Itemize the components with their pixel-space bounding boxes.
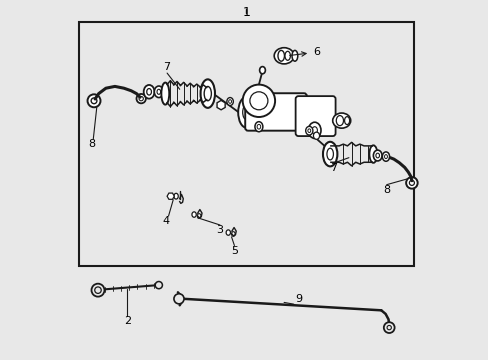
Ellipse shape xyxy=(225,230,230,235)
Ellipse shape xyxy=(197,213,201,218)
Circle shape xyxy=(383,322,394,333)
Ellipse shape xyxy=(254,122,263,132)
Ellipse shape xyxy=(242,105,249,120)
Text: 5: 5 xyxy=(230,246,238,256)
Text: 4: 4 xyxy=(163,216,170,226)
Text: 7: 7 xyxy=(329,163,337,173)
Circle shape xyxy=(91,98,97,104)
Ellipse shape xyxy=(154,86,163,98)
Ellipse shape xyxy=(313,132,319,139)
Text: 8: 8 xyxy=(383,185,389,195)
Circle shape xyxy=(136,94,145,103)
Ellipse shape xyxy=(285,51,290,60)
Circle shape xyxy=(242,85,275,117)
Ellipse shape xyxy=(238,97,254,128)
Ellipse shape xyxy=(332,113,350,128)
Ellipse shape xyxy=(308,122,320,138)
Circle shape xyxy=(91,284,104,297)
Ellipse shape xyxy=(305,126,312,135)
FancyBboxPatch shape xyxy=(244,93,306,131)
Ellipse shape xyxy=(277,50,284,61)
Ellipse shape xyxy=(259,67,265,74)
Ellipse shape xyxy=(143,85,154,99)
Circle shape xyxy=(155,282,162,289)
Bar xyxy=(79,22,413,266)
Circle shape xyxy=(174,294,183,304)
Text: 7: 7 xyxy=(163,62,170,72)
Text: 6: 6 xyxy=(289,47,319,57)
Ellipse shape xyxy=(226,98,233,105)
Ellipse shape xyxy=(382,152,389,161)
Ellipse shape xyxy=(174,193,178,199)
Ellipse shape xyxy=(322,142,337,166)
Text: 2: 2 xyxy=(123,316,131,326)
Ellipse shape xyxy=(146,89,151,95)
Ellipse shape xyxy=(368,145,377,163)
Ellipse shape xyxy=(161,82,169,105)
Text: 8: 8 xyxy=(88,139,95,149)
Ellipse shape xyxy=(274,48,293,64)
Text: 9: 9 xyxy=(294,294,302,304)
Polygon shape xyxy=(217,100,224,110)
Circle shape xyxy=(87,94,101,107)
Circle shape xyxy=(406,177,417,189)
Ellipse shape xyxy=(344,117,349,125)
Ellipse shape xyxy=(336,116,343,126)
Ellipse shape xyxy=(200,79,215,108)
Ellipse shape xyxy=(157,89,160,94)
Ellipse shape xyxy=(373,150,381,161)
Ellipse shape xyxy=(192,212,196,217)
Ellipse shape xyxy=(231,232,235,237)
Text: 1: 1 xyxy=(242,6,250,19)
Ellipse shape xyxy=(326,148,333,160)
Ellipse shape xyxy=(204,86,211,101)
FancyBboxPatch shape xyxy=(295,96,335,136)
Polygon shape xyxy=(167,193,174,199)
Ellipse shape xyxy=(291,50,297,61)
Text: 3: 3 xyxy=(216,225,223,235)
